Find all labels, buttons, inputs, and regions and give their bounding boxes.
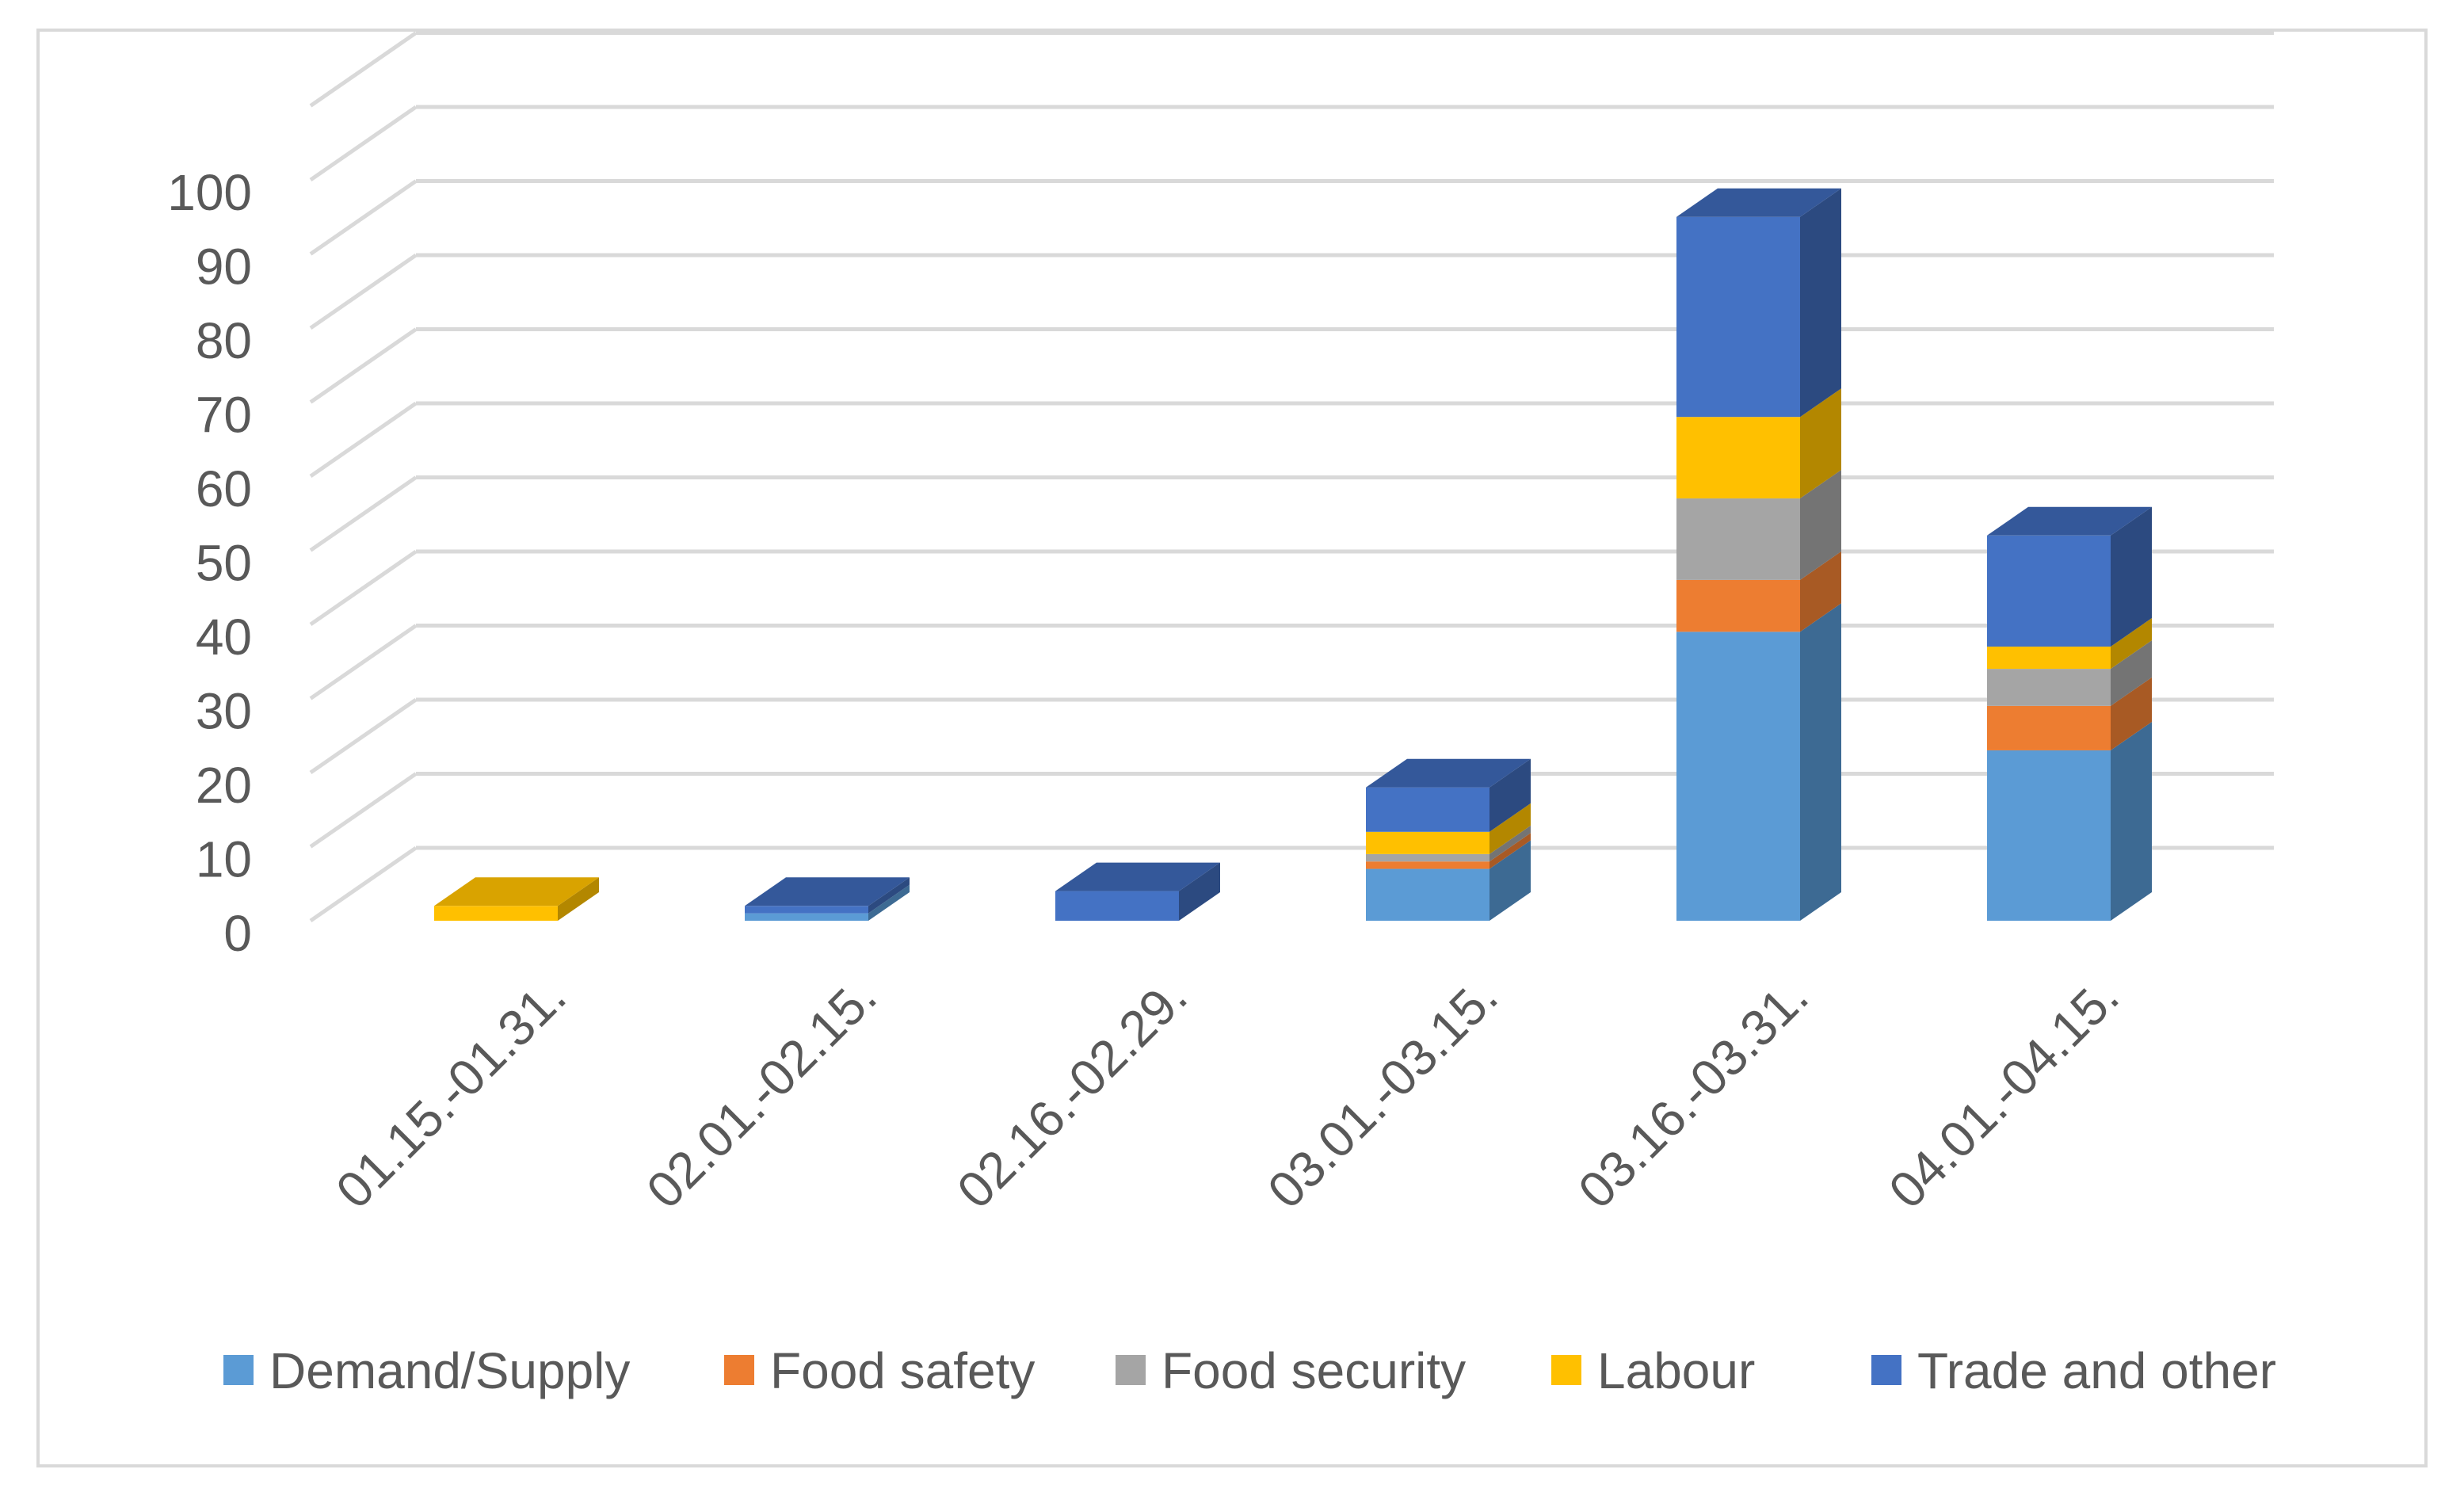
bar-side-labour — [1489, 803, 1531, 854]
bar-food-security — [1676, 498, 1800, 580]
y-tick-label: 30 — [196, 683, 252, 740]
bar-labour — [1676, 417, 1800, 499]
bar-trade-and-other — [745, 906, 868, 914]
gridline-diagonal — [309, 772, 418, 849]
y-tick-label: 100 — [167, 164, 252, 221]
bar-demand-supply — [745, 913, 868, 921]
bar-side-labour — [2111, 618, 2152, 670]
bar-side-food-safety — [1800, 551, 1841, 632]
bar-trade-and-other — [1987, 535, 2111, 647]
bar-food-security — [1366, 853, 1489, 862]
x-axis-categories: 01.15.-01.31. 02.01.-02.15. 02.16.-02.29. 0… — [325, 967, 2130, 1219]
bar-stack-02-16-02-29 — [1055, 862, 1220, 921]
gridlines — [309, 31, 2274, 923]
y-tick-label: 80 — [196, 312, 252, 369]
bar-side-demand-supply — [2111, 721, 2152, 921]
category-label-03-16-03-31: 03.16.-03.31. — [1567, 967, 1819, 1219]
y-tick-label: 70 — [196, 387, 252, 444]
bar-stack-01-15-01-31 — [434, 877, 599, 921]
bar-side-food-security — [2111, 640, 2152, 706]
bar-top-trade-and-other — [1676, 188, 1841, 217]
bar-food-safety — [1676, 579, 1800, 632]
y-tick-label: 60 — [196, 460, 252, 517]
bar-side-demand-supply — [868, 884, 910, 921]
legend-label-food-security: Food security — [1161, 1342, 1466, 1399]
bar-trade-and-other — [1366, 787, 1489, 832]
bar-top-trade-and-other — [1366, 758, 1531, 788]
bar-side-trade-and-other — [2111, 506, 2152, 647]
gridline-diagonal — [309, 697, 418, 775]
bar-side-demand-supply — [1489, 840, 1531, 921]
bar-side-labour — [558, 877, 599, 921]
bar-side-food-safety — [1489, 833, 1531, 869]
category-label-04-01-04-15: 04.01.-04.15. — [1878, 967, 2130, 1219]
y-axis-ticks: 0 10 20 30 40 50 60 70 80 90 100 — [167, 164, 252, 962]
legend-label-trade-and-other: Trade and other — [1917, 1342, 2276, 1399]
y-tick-label: 50 — [196, 535, 252, 592]
bar-labour — [1366, 831, 1489, 854]
gridline-diagonal — [309, 253, 418, 330]
bar-food-security — [1987, 669, 2111, 706]
legend: Demand/Supply Food safety Food security Lab… — [223, 1342, 2276, 1399]
category-label-01-15-01-31: 01.15.-01.31. — [325, 967, 577, 1219]
bars — [434, 188, 2152, 921]
y-tick-label: 20 — [196, 757, 252, 814]
gridline-diagonal — [309, 624, 418, 700]
legend-swatch-trade-and-other — [1871, 1355, 1901, 1385]
bar-side-labour — [1800, 388, 1841, 499]
bar-top-trade-and-other — [745, 877, 910, 906]
bar-top-trade-and-other — [1055, 862, 1220, 891]
y-tick-label: 40 — [196, 609, 252, 666]
y-tick-label: 90 — [196, 239, 252, 296]
bar-side-demand-supply — [1800, 603, 1841, 921]
bar-food-safety — [1366, 861, 1489, 869]
gridline-diagonal — [309, 401, 418, 479]
gridline-diagonal — [309, 105, 418, 182]
bar-stack-03-16-03-31 — [1676, 188, 1841, 921]
bar-trade-and-other — [1055, 891, 1179, 921]
bar-top-labour — [434, 877, 599, 906]
gridline-diagonal — [309, 549, 418, 627]
legend-label-food-safety: Food safety — [770, 1342, 1035, 1399]
bar-side-trade-and-other — [1489, 758, 1531, 832]
y-tick-label: 10 — [196, 831, 252, 888]
bar-demand-supply — [1676, 632, 1800, 921]
gridline-diagonal — [309, 31, 418, 108]
category-label-02-16-02-29: 02.16.-02.29. — [946, 967, 1198, 1219]
gridline-diagonal — [309, 179, 418, 256]
legend-swatch-food-safety — [724, 1355, 754, 1385]
bar-stack-03-01-03-15 — [1366, 758, 1531, 921]
legend-label-labour: Labour — [1597, 1342, 1755, 1399]
legend-swatch-labour — [1551, 1355, 1581, 1385]
gridline-diagonal — [309, 475, 418, 552]
bar-labour — [434, 906, 558, 921]
legend-label-demand-supply: Demand/Supply — [269, 1342, 630, 1399]
bar-side-food-security — [1489, 825, 1531, 862]
bar-stack-04-01-04-15 — [1987, 506, 2152, 921]
bar-top-trade-and-other — [1987, 506, 2152, 536]
category-label-02-01-02-15: 02.01.-02.15. — [635, 967, 887, 1219]
bar-side-trade-and-other — [1179, 862, 1220, 921]
bar-side-trade-and-other — [868, 877, 910, 914]
legend-swatch-demand-supply — [223, 1355, 254, 1385]
legend-swatch-food-security — [1116, 1355, 1146, 1385]
bar-side-food-safety — [2111, 677, 2152, 750]
bar-stack-02-01-02-15 — [745, 877, 910, 921]
bar-food-safety — [1987, 705, 2111, 750]
y-tick-label: 0 — [223, 905, 252, 962]
bar-trade-and-other — [1676, 216, 1800, 418]
bar-side-trade-and-other — [1800, 188, 1841, 418]
bar-labour — [1987, 647, 2111, 670]
bar-demand-supply — [1987, 750, 2111, 921]
gridline-diagonal — [309, 845, 418, 923]
bar-side-food-security — [1800, 470, 1841, 580]
gridline-diagonal — [309, 327, 418, 404]
category-label-03-01-03-15: 03.01.-03.15. — [1257, 967, 1509, 1219]
bar-demand-supply — [1366, 868, 1489, 921]
